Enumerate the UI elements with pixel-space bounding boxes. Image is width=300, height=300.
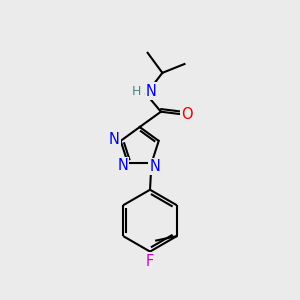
Text: O: O — [181, 106, 192, 122]
Text: F: F — [146, 254, 154, 268]
Text: H: H — [132, 85, 141, 98]
Text: N: N — [150, 159, 160, 174]
Text: N: N — [109, 132, 120, 147]
Text: N: N — [117, 158, 128, 173]
Text: N: N — [146, 84, 157, 99]
